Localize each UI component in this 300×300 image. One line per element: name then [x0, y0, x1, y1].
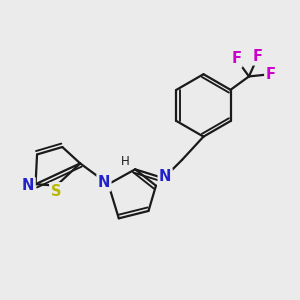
Text: N: N: [98, 175, 110, 190]
Text: F: F: [253, 49, 263, 64]
Text: F: F: [266, 67, 275, 82]
Text: N: N: [159, 169, 171, 184]
Text: N: N: [22, 178, 34, 193]
Text: H: H: [121, 155, 130, 168]
Text: F: F: [231, 51, 241, 66]
Text: S: S: [50, 184, 61, 199]
